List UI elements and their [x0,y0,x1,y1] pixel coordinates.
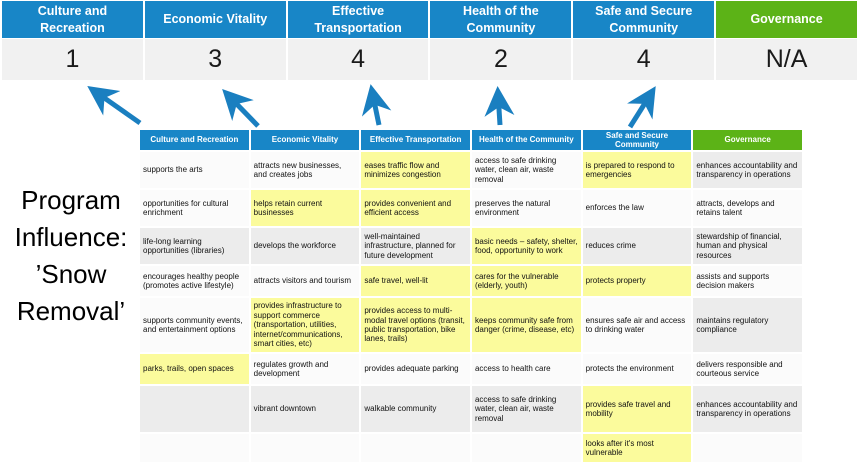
matrix-cell-r1-c4: access to safe drinking water, clean air… [471,152,581,188]
influence-arrows [87,84,656,129]
matrix-cell-r6-c2: regulates growth and development [250,354,360,384]
influence-arrow-health [484,86,515,126]
summary-header-safe-and-secure-community: Safe and Secure Community [573,1,715,38]
summary-header-governance: Governance [716,1,857,38]
summary-score-economic-vitality: 3 [144,39,286,80]
matrix-cell-r1-c5: is prepared to respond to emergencies [582,152,692,188]
matrix-cell-r5-c1: supports community events, and entertain… [140,298,249,352]
matrix-cell-r7-c4: access to safe drinking water, clean air… [471,386,581,432]
matrix-cell-r3-c6: stewardship of financial, human and phys… [693,228,802,264]
matrix-cell-r3-c4: basic needs – safety, shelter, food, opp… [471,228,581,264]
summary-header-culture-and-recreation: Culture and Recreation [2,1,143,38]
matrix-cell-r4-c2: attracts visitors and tourism [250,266,360,296]
influence-arrow-safe [627,86,656,129]
matrix-cell-r7-c3: walkable community [361,386,470,432]
matrix-cell-r8-c6 [693,434,802,462]
summary-header-economic-vitality: Economic Vitality [144,1,286,38]
matrix-cell-r2-c3: provides convenient and efficient access [361,190,470,226]
summary-score-governance: N/A [716,39,857,80]
matrix-cell-r5-c3: provides access to multi-modal travel op… [361,298,470,352]
summary-table: Culture and Recreation Economic Vitality E… [2,1,857,80]
matrix-cell-r3-c2: develops the workforce [250,228,360,264]
matrix-cell-r5-c4: keeps community safe from danger (crime,… [471,298,581,352]
matrix-cell-r8-c5: looks after it's most vulnerable [582,434,692,462]
summary-header-health-of-the-community: Health of the Community [430,1,572,38]
influence-arrow-economic [222,88,260,128]
matrix-header-economic-vitality: Economic Vitality [250,130,360,150]
matrix-cell-r3-c1: life-long learning opportunities (librar… [140,228,249,264]
matrix-cell-r1-c3: eases traffic flow and minimizes congest… [361,152,470,188]
matrix-cell-r5-c5: ensures safe air and access to drinking … [582,298,692,352]
matrix-cell-r1-c1: supports the arts [140,152,249,188]
matrix-cell-r2-c2: helps retain current businesses [250,190,360,226]
matrix-cell-r4-c1: encourages healthy people (promotes acti… [140,266,249,296]
matrix-cell-r3-c3: well-maintained infrastructure, planned … [361,228,470,264]
matrix-cell-r1-c2: attracts new businesses, and creates job… [250,152,360,188]
matrix-cell-r6-c1: parks, trails, open spaces [140,354,249,384]
matrix-cell-r5-c2: provides infrastructure to support comme… [250,298,360,352]
matrix-cell-r2-c4: preserves the natural environment [471,190,581,226]
matrix-cell-r6-c5: protects the environment [582,354,692,384]
matrix-cell-r8-c4 [471,434,581,462]
matrix-cell-r7-c1 [140,386,249,432]
influence-arrow-culture [87,85,142,126]
matrix-cell-r5-c6: maintains regulatory compliance [693,298,802,352]
summary-score-culture-and-recreation: 1 [2,39,143,80]
matrix-header-health-of-the-community: Health of the Community [471,130,581,150]
summary-score-health-of-the-community: 2 [430,39,572,80]
matrix-table: Culture and Recreation Economic Vitality E… [140,130,802,462]
matrix-header-culture-and-recreation: Culture and Recreation [140,130,249,150]
matrix-cell-r3-c5: reduces crime [582,228,692,264]
matrix-cell-r6-c4: access to health care [471,354,581,384]
matrix-cell-r1-c6: enhances accountability and transparency… [693,152,802,188]
summary-score-safe-and-secure-community: 4 [573,39,715,80]
matrix-cell-r8-c3 [361,434,470,462]
matrix-cell-r2-c5: enforces the law [582,190,692,226]
matrix-header-governance: Governance [693,130,802,150]
matrix-cell-r4-c5: protects property [582,266,692,296]
influence-arrow-transportation [361,84,392,126]
matrix-cell-r7-c5: provides safe travel and mobility [582,386,692,432]
summary-score-effective-transportation: 4 [287,39,429,80]
matrix-cell-r2-c6: attracts, develops and retains talent [693,190,802,226]
matrix-cell-r7-c2: vibrant downtown [250,386,360,432]
program-influence-label: Program Influence: ’Snow Removal’ [14,185,128,326]
matrix-cell-r4-c6: assists and supports decision makers [693,266,802,296]
matrix-cell-r4-c3: safe travel, well-lit [361,266,470,296]
matrix-cell-r7-c6: enhances accountability and transparency… [693,386,802,432]
matrix-cell-r4-c4: cares for the vulnerable (elderly, youth… [471,266,581,296]
matrix-cell-r2-c1: opportunities for cultural enrichment [140,190,249,226]
matrix-header-effective-transportation: Effective Transportation [361,130,470,150]
matrix-cell-r8-c2 [250,434,360,462]
summary-header-effective-transportation: Effective Transportation [287,1,429,38]
matrix-cell-r6-c3: provides adequate parking [361,354,470,384]
matrix-header-safe-and-secure-community: Safe and Secure Community [582,130,692,150]
matrix-cell-r8-c1 [140,434,249,462]
matrix-cell-r6-c6: delivers responsible and courteous servi… [693,354,802,384]
